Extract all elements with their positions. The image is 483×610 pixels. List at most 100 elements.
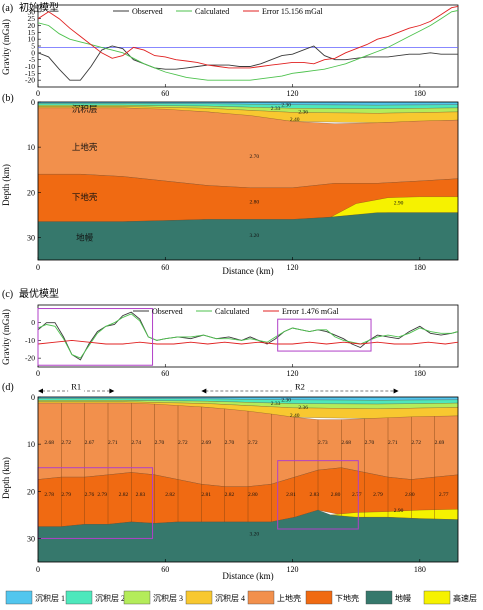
- legend-hv_layer-label: 高速层: [453, 593, 477, 603]
- legend-error-label: Error 15.156 mGal: [262, 7, 323, 16]
- upper-density-label: 2.74: [131, 440, 141, 446]
- panel-a-frame: [37, 4, 459, 88]
- region-arrow-left: [38, 388, 43, 394]
- panel-a-label: (a): [2, 3, 13, 14]
- legend-seds2-swatch: [65, 590, 93, 605]
- y-tick-label: -5: [29, 55, 35, 64]
- upper-density-label: 2.72: [178, 440, 188, 446]
- upper-density-label: 2.68: [341, 440, 351, 446]
- density-label: 2.90: [394, 508, 404, 514]
- x-tick-label: 120: [287, 89, 299, 98]
- highlight-box: [37, 308, 154, 366]
- y-tick-label: 10: [28, 35, 36, 44]
- series-observed-line: [38, 45, 458, 81]
- density-label: 3.20: [250, 532, 260, 538]
- lower-density-label: 2.80: [331, 492, 341, 498]
- density-label: 2.70: [250, 154, 260, 160]
- panel-b-initial-model: (b) Depth (km) Distance (km) 2.302.33 2.3…: [1, 93, 459, 276]
- legend-seds4-swatch: [185, 590, 213, 605]
- upper-density-label: 2.67: [85, 440, 95, 446]
- y-tick-label: 20: [27, 188, 35, 197]
- legend-observed-label: Observed: [132, 7, 163, 16]
- bottom-legend: 沉积层 1 沉积层 2 沉积层 3 沉积层 4 上地壳 下地壳 地幔 高速层: [5, 590, 477, 605]
- legend-seds3-label: 沉积层 3: [153, 593, 183, 603]
- y-tick-label: 10: [27, 440, 35, 449]
- legend-calculated-label: Calculated: [215, 307, 249, 316]
- y-tick-label: 30: [28, 7, 36, 16]
- panel-b-label: (b): [2, 93, 14, 104]
- panel-d-xlabel: Distance (km): [222, 571, 273, 581]
- layer-name-label: 上地壳: [72, 142, 98, 152]
- lower-density-label: 2.80: [405, 492, 415, 498]
- lower-density-label: 2.83: [136, 492, 146, 498]
- series-calculated-line: [38, 313, 458, 359]
- upper-density-label: 2.69: [435, 440, 445, 446]
- panel-c-label: (c): [2, 289, 13, 300]
- x-tick-label: 180: [414, 565, 426, 574]
- y-tick-label: 30: [27, 233, 35, 242]
- legend-seds4-label: 沉积层 4: [215, 593, 245, 603]
- lower-density-label: 2.79: [373, 492, 383, 498]
- density-label: 2.36: [298, 109, 308, 115]
- region-label-bg: [68, 383, 85, 393]
- panel-c-title: 最优模型: [19, 287, 59, 300]
- lower-density-label: 2.82: [225, 492, 235, 498]
- lower-density-label: 2.77: [352, 492, 362, 498]
- y-tick-label: -10: [25, 62, 35, 71]
- upper-density-label: 2.68: [44, 440, 54, 446]
- density-label: 2.90: [394, 201, 404, 207]
- legend-error-label: Error 1.476 mGal: [282, 307, 339, 316]
- region-arrow-left: [201, 388, 207, 394]
- layer-name-label: 下地壳: [72, 192, 98, 202]
- lower-density-label: 2.79: [97, 492, 107, 498]
- y-tick-label: -20: [25, 354, 35, 363]
- density-label: 2.30: [281, 397, 291, 403]
- density-label: 2.33: [271, 106, 281, 112]
- legend-lower_crust-swatch: [305, 590, 333, 605]
- upper-density-label: 2.69: [201, 440, 211, 446]
- lower-density-label: 2.77: [439, 492, 449, 498]
- series-error-line: [38, 5, 458, 69]
- lower-density-label: 2.81: [201, 492, 211, 498]
- highlight-box: [277, 318, 372, 352]
- legend-seds1-swatch: [5, 590, 33, 605]
- region-label: R2: [295, 382, 305, 392]
- upper-density-label: 2.71: [388, 440, 398, 446]
- density-label: 2.40: [290, 413, 300, 419]
- upper-density-label: 2.70: [365, 440, 375, 446]
- x-tick-label: 0: [36, 369, 40, 378]
- x-tick-label: 180: [414, 263, 426, 272]
- legend-mantle-label: 地幔: [395, 593, 411, 603]
- legend-seds2-label: 沉积层 2: [95, 593, 125, 603]
- legend-seds1-label: 沉积层 1: [35, 593, 65, 603]
- lower-density-label: 2.81: [286, 492, 296, 498]
- upper-density-label: 2.72: [248, 440, 258, 446]
- y-tick-label: 30: [27, 534, 35, 543]
- upper-density-label: 2.72: [61, 440, 71, 446]
- x-tick-label: 120: [287, 565, 299, 574]
- density-label: 2.33: [271, 401, 281, 407]
- region-arrow-right: [393, 388, 399, 394]
- legend-calculated-label: Calculated: [195, 7, 229, 16]
- y-tick-label: 25: [28, 14, 36, 23]
- density-label: 3.20: [250, 233, 260, 239]
- y-tick-label: -10: [25, 336, 35, 345]
- y-tick-label: -15: [25, 69, 35, 78]
- upper-density-label: 2.72: [411, 440, 421, 446]
- region-label: R1: [71, 382, 81, 392]
- x-tick-label: 120: [287, 263, 299, 272]
- panel-b-xlabel: Distance (km): [222, 266, 273, 276]
- layer-name-label: 地幔: [76, 232, 94, 242]
- lower-density-label: 2.82: [119, 492, 129, 498]
- panel-c-ylabel: Gravity (mGal): [1, 309, 11, 365]
- panel-a-title: 初始模型: [19, 1, 59, 14]
- panel-c-optimal-gravity: (c) 最优模型 Gravity (mGal) 0-10-200 60 120 180…: [1, 287, 459, 378]
- density-label: 2.40: [290, 117, 300, 123]
- region-arrow-right: [109, 388, 115, 394]
- legend-mantle-swatch: [365, 590, 393, 605]
- x-tick-label: 0: [36, 89, 40, 98]
- y-tick-label: -20: [25, 76, 35, 85]
- x-tick-label: 120: [287, 369, 299, 378]
- legend-upper_crust-label: 上地壳: [277, 593, 301, 603]
